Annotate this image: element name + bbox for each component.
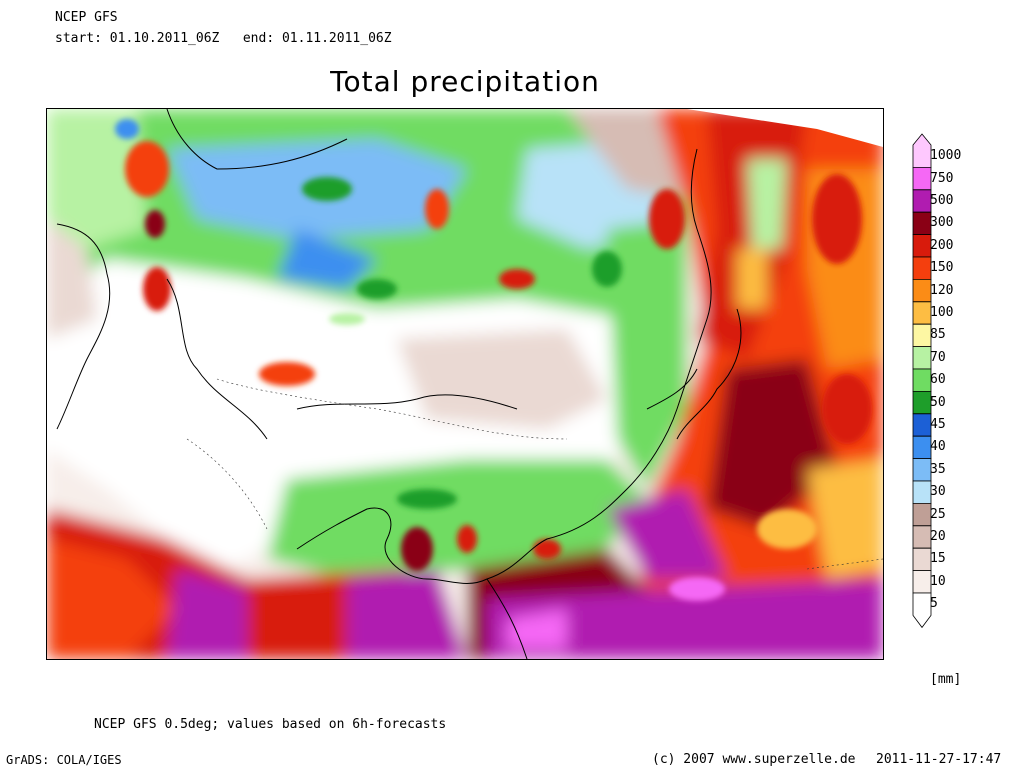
colorbar-label-15: 15	[930, 551, 946, 567]
colorbar-graphic	[912, 133, 932, 629]
colorbar-label-45: 45	[930, 417, 946, 432]
colorbar-swatch-40	[912, 435, 932, 459]
colorbar-swatch-10	[912, 570, 932, 594]
colorbar-swatch-45	[912, 413, 932, 437]
colorbar-units: [mm]	[930, 672, 962, 687]
timestamp: 2011-11-27-17:47	[876, 752, 1002, 767]
colorbar-swatch-5	[912, 592, 932, 629]
precipitation-map	[46, 108, 884, 660]
colorbar-swatch-35	[912, 458, 932, 482]
colorbar-label-35: 35	[930, 461, 946, 477]
colorbar-swatch-20	[912, 525, 932, 549]
data-source-note: NCEP GFS 0.5deg; values based on 6h-fore…	[94, 717, 447, 732]
copyright: (c) 2007 www.superzelle.de	[652, 752, 856, 767]
colorbar-label-50: 50	[930, 394, 946, 410]
colorbar-swatch-750	[912, 167, 932, 191]
colorbar-swatch-50	[912, 391, 932, 415]
colorbar-swatch-30	[912, 480, 932, 504]
colorbar-swatch-15	[912, 547, 932, 571]
colorbar-swatch-60	[912, 368, 932, 392]
colorbar-swatch-100	[912, 301, 932, 325]
colorbar-swatch-500	[912, 189, 932, 213]
colorbar-label-10: 10	[930, 573, 946, 589]
colorbar-label-25: 25	[930, 506, 946, 522]
software-credit: GrADS: COLA/IGES	[6, 753, 122, 767]
map-title: Total precipitation	[330, 65, 600, 98]
colorbar-label-70: 70	[930, 349, 946, 365]
colorbar-swatch-25	[912, 503, 932, 527]
colorbar-label-750: 750	[930, 170, 954, 186]
forecast-period: start: 01.10.2011_06Z end: 01.11.2011_06…	[55, 31, 392, 46]
colorbar-label-500: 500	[930, 193, 954, 208]
colorbar-swatch-70	[912, 346, 932, 370]
coastlines	[56, 109, 742, 659]
precip-field	[47, 109, 883, 659]
colorbar-swatch-300	[912, 211, 932, 235]
colorbar-swatch-85	[912, 323, 932, 347]
colorbar-swatch-150	[912, 256, 932, 280]
colorbar-label-30: 30	[930, 484, 946, 500]
model-name: NCEP GFS	[55, 10, 118, 25]
colorbar-label-200: 200	[930, 237, 954, 253]
colorbar-label-120: 120	[930, 282, 954, 298]
colorbar-label-1000: 1000	[930, 148, 962, 164]
colorbar-label-40: 40	[930, 439, 946, 455]
colorbar-label-20: 20	[930, 529, 946, 544]
colorbar-label-150: 150	[930, 260, 954, 276]
colorbar-label-300: 300	[930, 215, 954, 231]
colorbar-swatch-1000	[912, 133, 932, 168]
country-borders	[186, 378, 883, 570]
colorbar-label-85: 85	[930, 327, 946, 343]
colorbar-label-100: 100	[930, 305, 954, 320]
colorbar-label-5: 5	[930, 596, 938, 612]
colorbar-swatch-120	[912, 279, 932, 303]
precip-cells	[115, 119, 872, 601]
colorbar-label-60: 60	[930, 372, 946, 388]
colorbar-swatch-200	[912, 234, 932, 258]
map-edge	[687, 109, 883, 147]
colorbar	[912, 133, 932, 633]
